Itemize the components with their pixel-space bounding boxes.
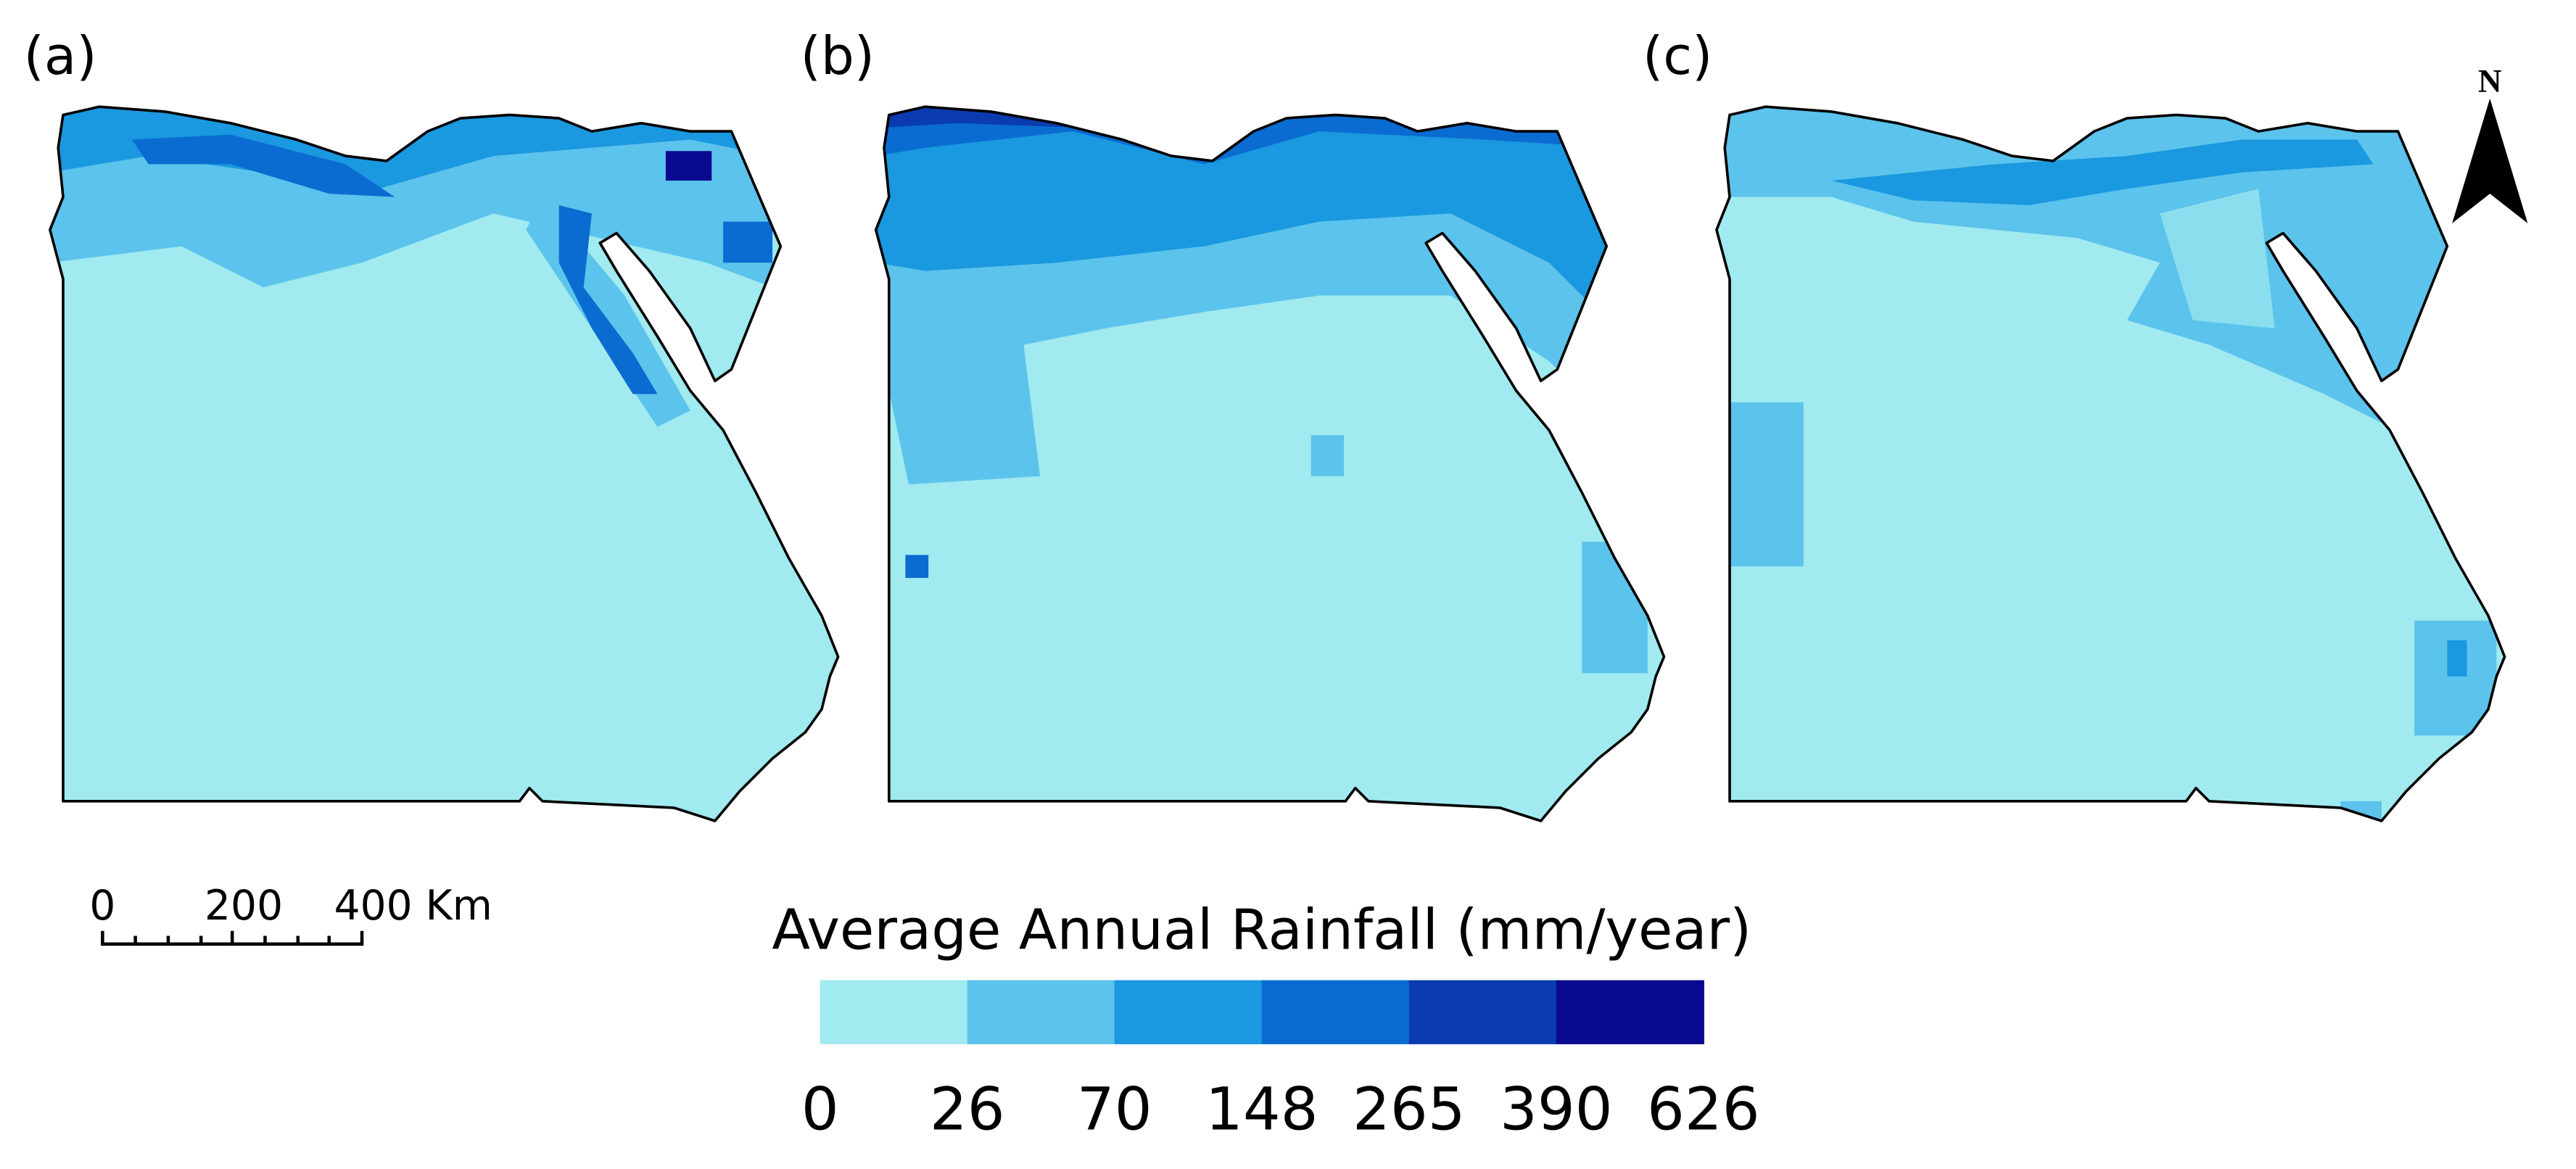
map-panel xyxy=(1715,105,2506,822)
legend-break-label: 70 xyxy=(1077,1075,1152,1144)
legend-break-label: 0 xyxy=(801,1075,839,1144)
rain-zone xyxy=(132,134,395,197)
scale-label: 0 xyxy=(89,882,115,930)
rain-zone xyxy=(2414,620,2497,736)
legend-swatch xyxy=(1556,980,1704,1044)
rain-zone xyxy=(2447,640,2467,677)
rain-zone xyxy=(1310,434,1344,476)
rain-zone xyxy=(665,151,712,181)
map-panel xyxy=(874,105,1666,822)
panel-label: (c) xyxy=(1643,26,1712,87)
legend-break-label: 390 xyxy=(1500,1075,1613,1144)
rain-zone xyxy=(2160,189,2275,329)
legend-swatch xyxy=(1114,980,1263,1044)
rain-zone xyxy=(1582,542,1648,674)
legend-break-label: 148 xyxy=(1205,1075,1318,1144)
legend-break-label: 265 xyxy=(1353,1075,1466,1144)
legend-title: Average Annual Rainfall (mm/year) xyxy=(772,899,1751,963)
legend-swatch xyxy=(820,980,968,1044)
scale-label: 400 Km xyxy=(334,882,492,930)
legend-break-label: 26 xyxy=(930,1075,1005,1144)
legend-break-label: 626 xyxy=(1647,1075,1760,1144)
rain-zone xyxy=(905,555,929,578)
scale-label: 200 xyxy=(205,882,283,930)
legend-swatch xyxy=(1261,980,1410,1044)
rain-zone xyxy=(558,205,658,395)
north-label: N xyxy=(2478,63,2502,99)
panel-label: (a) xyxy=(24,26,97,87)
north-arrow xyxy=(2452,98,2528,223)
rain-zone xyxy=(723,221,773,263)
rain-zone xyxy=(875,107,1615,329)
panel-label: (b) xyxy=(801,26,875,87)
legend-swatch xyxy=(1408,980,1557,1044)
legend-swatch xyxy=(967,980,1115,1044)
map-panel xyxy=(49,105,840,822)
rain-zone xyxy=(1730,402,1804,567)
legend: 0 26 70 148 265 390 626 xyxy=(801,980,1760,1144)
scale-bar xyxy=(101,930,364,946)
rain-zone xyxy=(1831,139,2374,206)
